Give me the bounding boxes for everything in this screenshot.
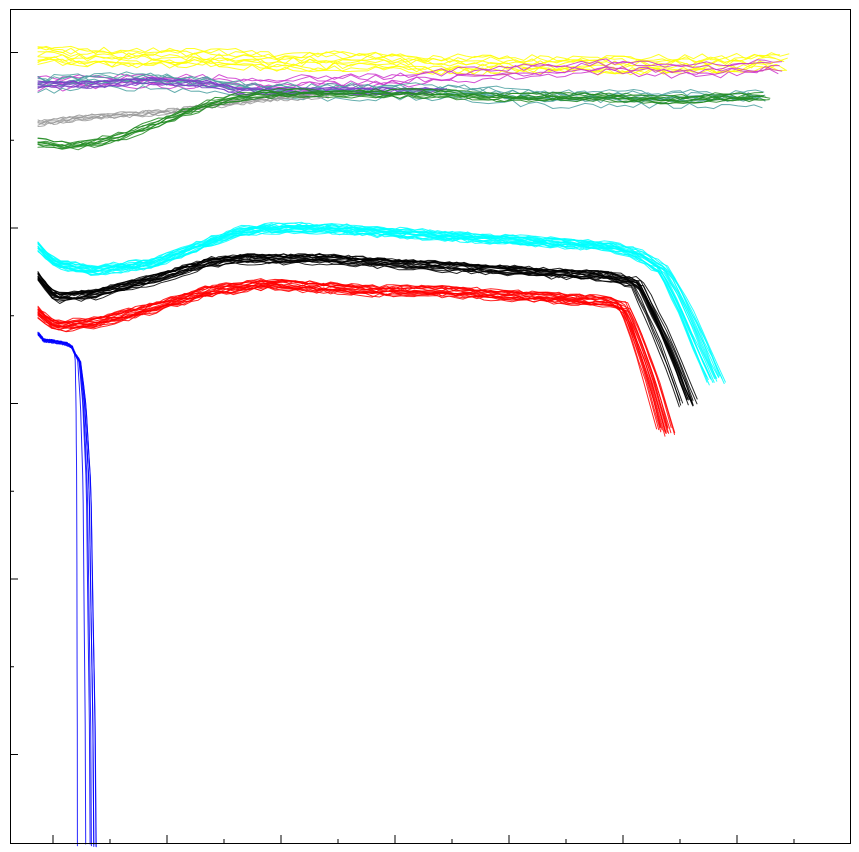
series-8-trace [37,278,669,429]
series-2-trace [37,85,763,110]
series-8-trace [37,283,662,433]
series-8-trace [37,283,676,434]
series-5-trace [37,94,767,150]
series-9-trace [37,332,78,847]
plot-frame [10,9,851,844]
series-5-trace [37,90,767,147]
series-9-trace [37,333,97,848]
series-9-trace [37,332,91,845]
series-0 [37,45,790,76]
series-6-trace [37,226,711,379]
series-7-trace [37,256,684,404]
series-5-trace [37,88,765,144]
axis-ticks [10,52,795,843]
series-7-trace [37,257,689,406]
series-8-trace [37,280,663,431]
series-8-trace [37,285,670,434]
series-0-trace [37,50,785,68]
series-3-trace [37,76,444,91]
series-5 [37,87,771,151]
series-7 [37,252,698,408]
series-9-trace [37,331,87,845]
series-7-trace [37,253,690,400]
series-1-trace [37,65,780,89]
series-0-trace [37,57,779,76]
series-0-trace [37,51,788,68]
series-5-trace [37,91,771,148]
plot-lines [37,45,790,848]
series-1-trace [37,68,779,92]
series-8 [37,278,676,437]
series-7-trace [37,258,698,405]
series-8-trace [37,284,668,433]
series-6-trace [37,227,726,383]
series-6-trace [37,221,720,377]
series-1-trace [37,61,772,84]
series-6 [37,221,726,386]
series-9-trace [37,332,92,847]
series-8-trace [37,285,667,434]
series-8-trace [37,282,660,431]
series-2-trace [37,71,765,97]
series-8-trace [37,284,667,434]
series-9 [37,331,97,848]
series-8-trace [37,286,666,437]
series-0-trace [37,59,788,76]
series-0-trace [37,46,780,63]
series-8-trace [37,285,672,434]
